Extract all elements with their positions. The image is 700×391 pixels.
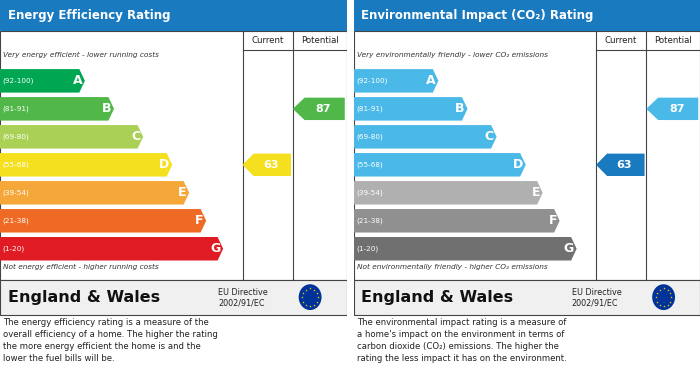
Polygon shape bbox=[596, 154, 645, 176]
Text: EU Directive: EU Directive bbox=[218, 289, 268, 298]
Polygon shape bbox=[0, 153, 172, 177]
Text: (92-100): (92-100) bbox=[356, 77, 388, 84]
Polygon shape bbox=[354, 97, 468, 120]
Text: Very energy efficient - lower running costs: Very energy efficient - lower running co… bbox=[4, 52, 160, 58]
Polygon shape bbox=[354, 153, 526, 177]
Text: F: F bbox=[548, 214, 557, 227]
Text: (81-91): (81-91) bbox=[356, 106, 383, 112]
Text: F: F bbox=[195, 214, 204, 227]
Polygon shape bbox=[0, 237, 223, 260]
Text: E: E bbox=[178, 186, 186, 199]
Polygon shape bbox=[354, 125, 496, 149]
Text: (55-68): (55-68) bbox=[3, 161, 29, 168]
Text: England & Wales: England & Wales bbox=[361, 290, 513, 305]
Bar bbox=[0, 280, 346, 315]
Circle shape bbox=[299, 284, 321, 310]
Text: D: D bbox=[512, 158, 523, 171]
Text: EU Directive: EU Directive bbox=[572, 289, 622, 298]
Bar bbox=[354, 0, 700, 31]
Text: (55-68): (55-68) bbox=[356, 161, 383, 168]
Circle shape bbox=[652, 284, 675, 310]
Text: (81-91): (81-91) bbox=[3, 106, 29, 112]
Text: (1-20): (1-20) bbox=[356, 246, 379, 252]
Text: Current: Current bbox=[605, 36, 638, 45]
Polygon shape bbox=[0, 97, 114, 120]
Polygon shape bbox=[242, 154, 291, 176]
Text: Not energy efficient - higher running costs: Not energy efficient - higher running co… bbox=[4, 264, 159, 270]
Bar bbox=[354, 280, 700, 315]
Text: 2002/91/EC: 2002/91/EC bbox=[572, 299, 618, 308]
Text: Not environmentally friendly - higher CO₂ emissions: Not environmentally friendly - higher CO… bbox=[357, 264, 547, 270]
Text: (69-80): (69-80) bbox=[3, 134, 29, 140]
Text: Potential: Potential bbox=[654, 36, 692, 45]
Text: 87: 87 bbox=[669, 104, 685, 114]
Text: (69-80): (69-80) bbox=[356, 134, 383, 140]
Text: C: C bbox=[484, 130, 494, 143]
Polygon shape bbox=[0, 209, 206, 233]
Text: 63: 63 bbox=[617, 160, 632, 170]
Text: Current: Current bbox=[251, 36, 284, 45]
Polygon shape bbox=[0, 181, 189, 204]
Text: Potential: Potential bbox=[301, 36, 339, 45]
Text: England & Wales: England & Wales bbox=[8, 290, 160, 305]
Text: B: B bbox=[102, 102, 111, 115]
Text: 87: 87 bbox=[316, 104, 331, 114]
Bar bbox=[354, 31, 700, 280]
Text: Very environmentally friendly - lower CO₂ emissions: Very environmentally friendly - lower CO… bbox=[357, 52, 548, 58]
Polygon shape bbox=[293, 98, 345, 120]
Text: (21-38): (21-38) bbox=[356, 217, 383, 224]
Text: C: C bbox=[131, 130, 140, 143]
Polygon shape bbox=[354, 209, 560, 233]
Text: (39-54): (39-54) bbox=[3, 190, 29, 196]
Text: 2002/91/EC: 2002/91/EC bbox=[218, 299, 265, 308]
Polygon shape bbox=[354, 69, 438, 93]
Text: (1-20): (1-20) bbox=[3, 246, 25, 252]
Bar bbox=[0, 0, 346, 31]
Text: E: E bbox=[531, 186, 540, 199]
Text: The environmental impact rating is a measure of
a home's impact on the environme: The environmental impact rating is a mea… bbox=[357, 318, 567, 363]
Text: (21-38): (21-38) bbox=[3, 217, 29, 224]
Text: G: G bbox=[564, 242, 574, 255]
Polygon shape bbox=[0, 125, 143, 149]
Text: Energy Efficiency Rating: Energy Efficiency Rating bbox=[8, 9, 170, 22]
Text: B: B bbox=[455, 102, 465, 115]
Text: A: A bbox=[73, 74, 82, 87]
Text: (92-100): (92-100) bbox=[3, 77, 34, 84]
Polygon shape bbox=[0, 69, 85, 93]
Text: (39-54): (39-54) bbox=[356, 190, 383, 196]
Polygon shape bbox=[646, 98, 699, 120]
Text: D: D bbox=[159, 158, 169, 171]
Text: A: A bbox=[426, 74, 435, 87]
Text: Environmental Impact (CO₂) Rating: Environmental Impact (CO₂) Rating bbox=[361, 9, 594, 22]
Bar bbox=[0, 31, 346, 280]
Polygon shape bbox=[354, 237, 577, 260]
Text: The energy efficiency rating is a measure of the
overall efficiency of a home. T: The energy efficiency rating is a measur… bbox=[4, 318, 218, 363]
Text: G: G bbox=[210, 242, 220, 255]
Polygon shape bbox=[354, 181, 542, 204]
Text: 63: 63 bbox=[263, 160, 279, 170]
